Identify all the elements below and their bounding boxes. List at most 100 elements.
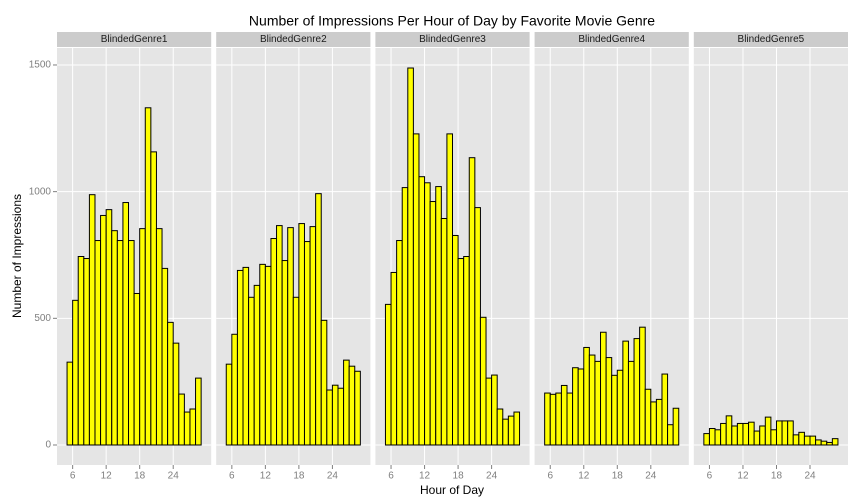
y-axis-label: Number of Impressions bbox=[10, 194, 24, 318]
x-tick-label: 12 bbox=[101, 471, 113, 482]
bar bbox=[549, 393, 557, 446]
bar bbox=[259, 263, 266, 446]
bar bbox=[111, 230, 118, 446]
bar bbox=[655, 398, 663, 446]
bar bbox=[354, 370, 361, 446]
bar bbox=[128, 240, 135, 446]
bar bbox=[348, 365, 356, 446]
bar bbox=[105, 209, 113, 446]
strip-background bbox=[375, 32, 530, 47]
bar bbox=[661, 373, 669, 446]
bar bbox=[298, 223, 305, 446]
bar bbox=[77, 256, 85, 446]
bar bbox=[292, 296, 300, 446]
bar bbox=[633, 338, 641, 446]
bar bbox=[672, 407, 680, 446]
bar bbox=[88, 194, 96, 446]
bar bbox=[281, 260, 289, 446]
strip-background bbox=[534, 32, 689, 47]
bar bbox=[116, 240, 124, 446]
bar bbox=[253, 284, 261, 446]
x-tick-label: 18 bbox=[453, 471, 465, 482]
bar bbox=[588, 354, 596, 446]
bar bbox=[605, 357, 613, 446]
bar bbox=[703, 433, 710, 446]
strip-label: BlindedGenre5 bbox=[738, 34, 805, 45]
bar bbox=[337, 387, 345, 446]
bar bbox=[479, 316, 487, 446]
bar bbox=[622, 340, 629, 446]
bar bbox=[407, 67, 414, 446]
bar bbox=[725, 415, 733, 446]
bar bbox=[331, 384, 339, 446]
bar bbox=[781, 420, 789, 446]
bar bbox=[616, 369, 624, 446]
x-tick-label: 6 bbox=[70, 471, 76, 482]
bar bbox=[831, 438, 839, 446]
bar bbox=[276, 225, 283, 446]
bar bbox=[820, 440, 828, 446]
x-tick-label: 6 bbox=[547, 471, 553, 482]
bar bbox=[815, 439, 822, 446]
bar bbox=[463, 256, 470, 446]
bar bbox=[600, 331, 607, 446]
bar bbox=[248, 296, 255, 446]
bar bbox=[315, 193, 322, 446]
bar bbox=[748, 421, 755, 446]
x-tick-label: 18 bbox=[293, 471, 305, 482]
bar bbox=[770, 429, 777, 446]
bar bbox=[100, 214, 107, 446]
chart-title: Number of Impressions Per Hour of Day by… bbox=[249, 13, 655, 29]
bar bbox=[139, 228, 146, 446]
bar bbox=[708, 428, 716, 446]
bar bbox=[446, 133, 454, 446]
y-tick-label: 1500 bbox=[29, 60, 52, 71]
bar bbox=[189, 408, 197, 446]
bar bbox=[326, 389, 333, 446]
bar bbox=[792, 434, 800, 446]
x-tick-label: 12 bbox=[260, 471, 272, 482]
bar bbox=[742, 422, 750, 446]
x-tick-label: 24 bbox=[327, 471, 339, 482]
bar bbox=[731, 425, 738, 446]
bar bbox=[178, 393, 185, 446]
x-tick-label: 24 bbox=[168, 471, 180, 482]
y-tick-label: 0 bbox=[45, 440, 51, 451]
bar bbox=[72, 299, 79, 446]
x-tick-label: 24 bbox=[804, 471, 816, 482]
bar bbox=[384, 303, 392, 446]
bar bbox=[544, 392, 551, 446]
bar bbox=[759, 425, 766, 446]
bar bbox=[155, 228, 163, 446]
bar bbox=[809, 435, 817, 446]
bar bbox=[303, 241, 311, 446]
bar bbox=[287, 227, 294, 446]
bar bbox=[720, 422, 727, 446]
y-tick-label: 500 bbox=[34, 313, 51, 324]
bar bbox=[502, 418, 509, 446]
bar bbox=[195, 377, 202, 446]
x-tick-label: 12 bbox=[737, 471, 749, 482]
bar bbox=[264, 265, 272, 446]
bar bbox=[183, 411, 191, 446]
bar bbox=[172, 342, 180, 446]
bar bbox=[468, 157, 476, 446]
bar bbox=[150, 151, 157, 446]
bar bbox=[572, 367, 579, 446]
bar bbox=[560, 384, 568, 446]
bar bbox=[320, 319, 328, 446]
strip-label: BlindedGenre2 bbox=[260, 34, 327, 45]
bar bbox=[122, 202, 130, 446]
bar bbox=[667, 424, 674, 446]
bar bbox=[440, 217, 448, 446]
x-tick-label: 12 bbox=[578, 471, 590, 482]
bar bbox=[474, 207, 481, 446]
bar bbox=[513, 411, 521, 446]
bar bbox=[583, 346, 590, 446]
bar bbox=[764, 416, 772, 446]
bar bbox=[424, 182, 431, 446]
bar bbox=[401, 187, 409, 446]
bar bbox=[775, 420, 783, 446]
strip-background bbox=[216, 32, 371, 47]
bar bbox=[611, 374, 618, 446]
